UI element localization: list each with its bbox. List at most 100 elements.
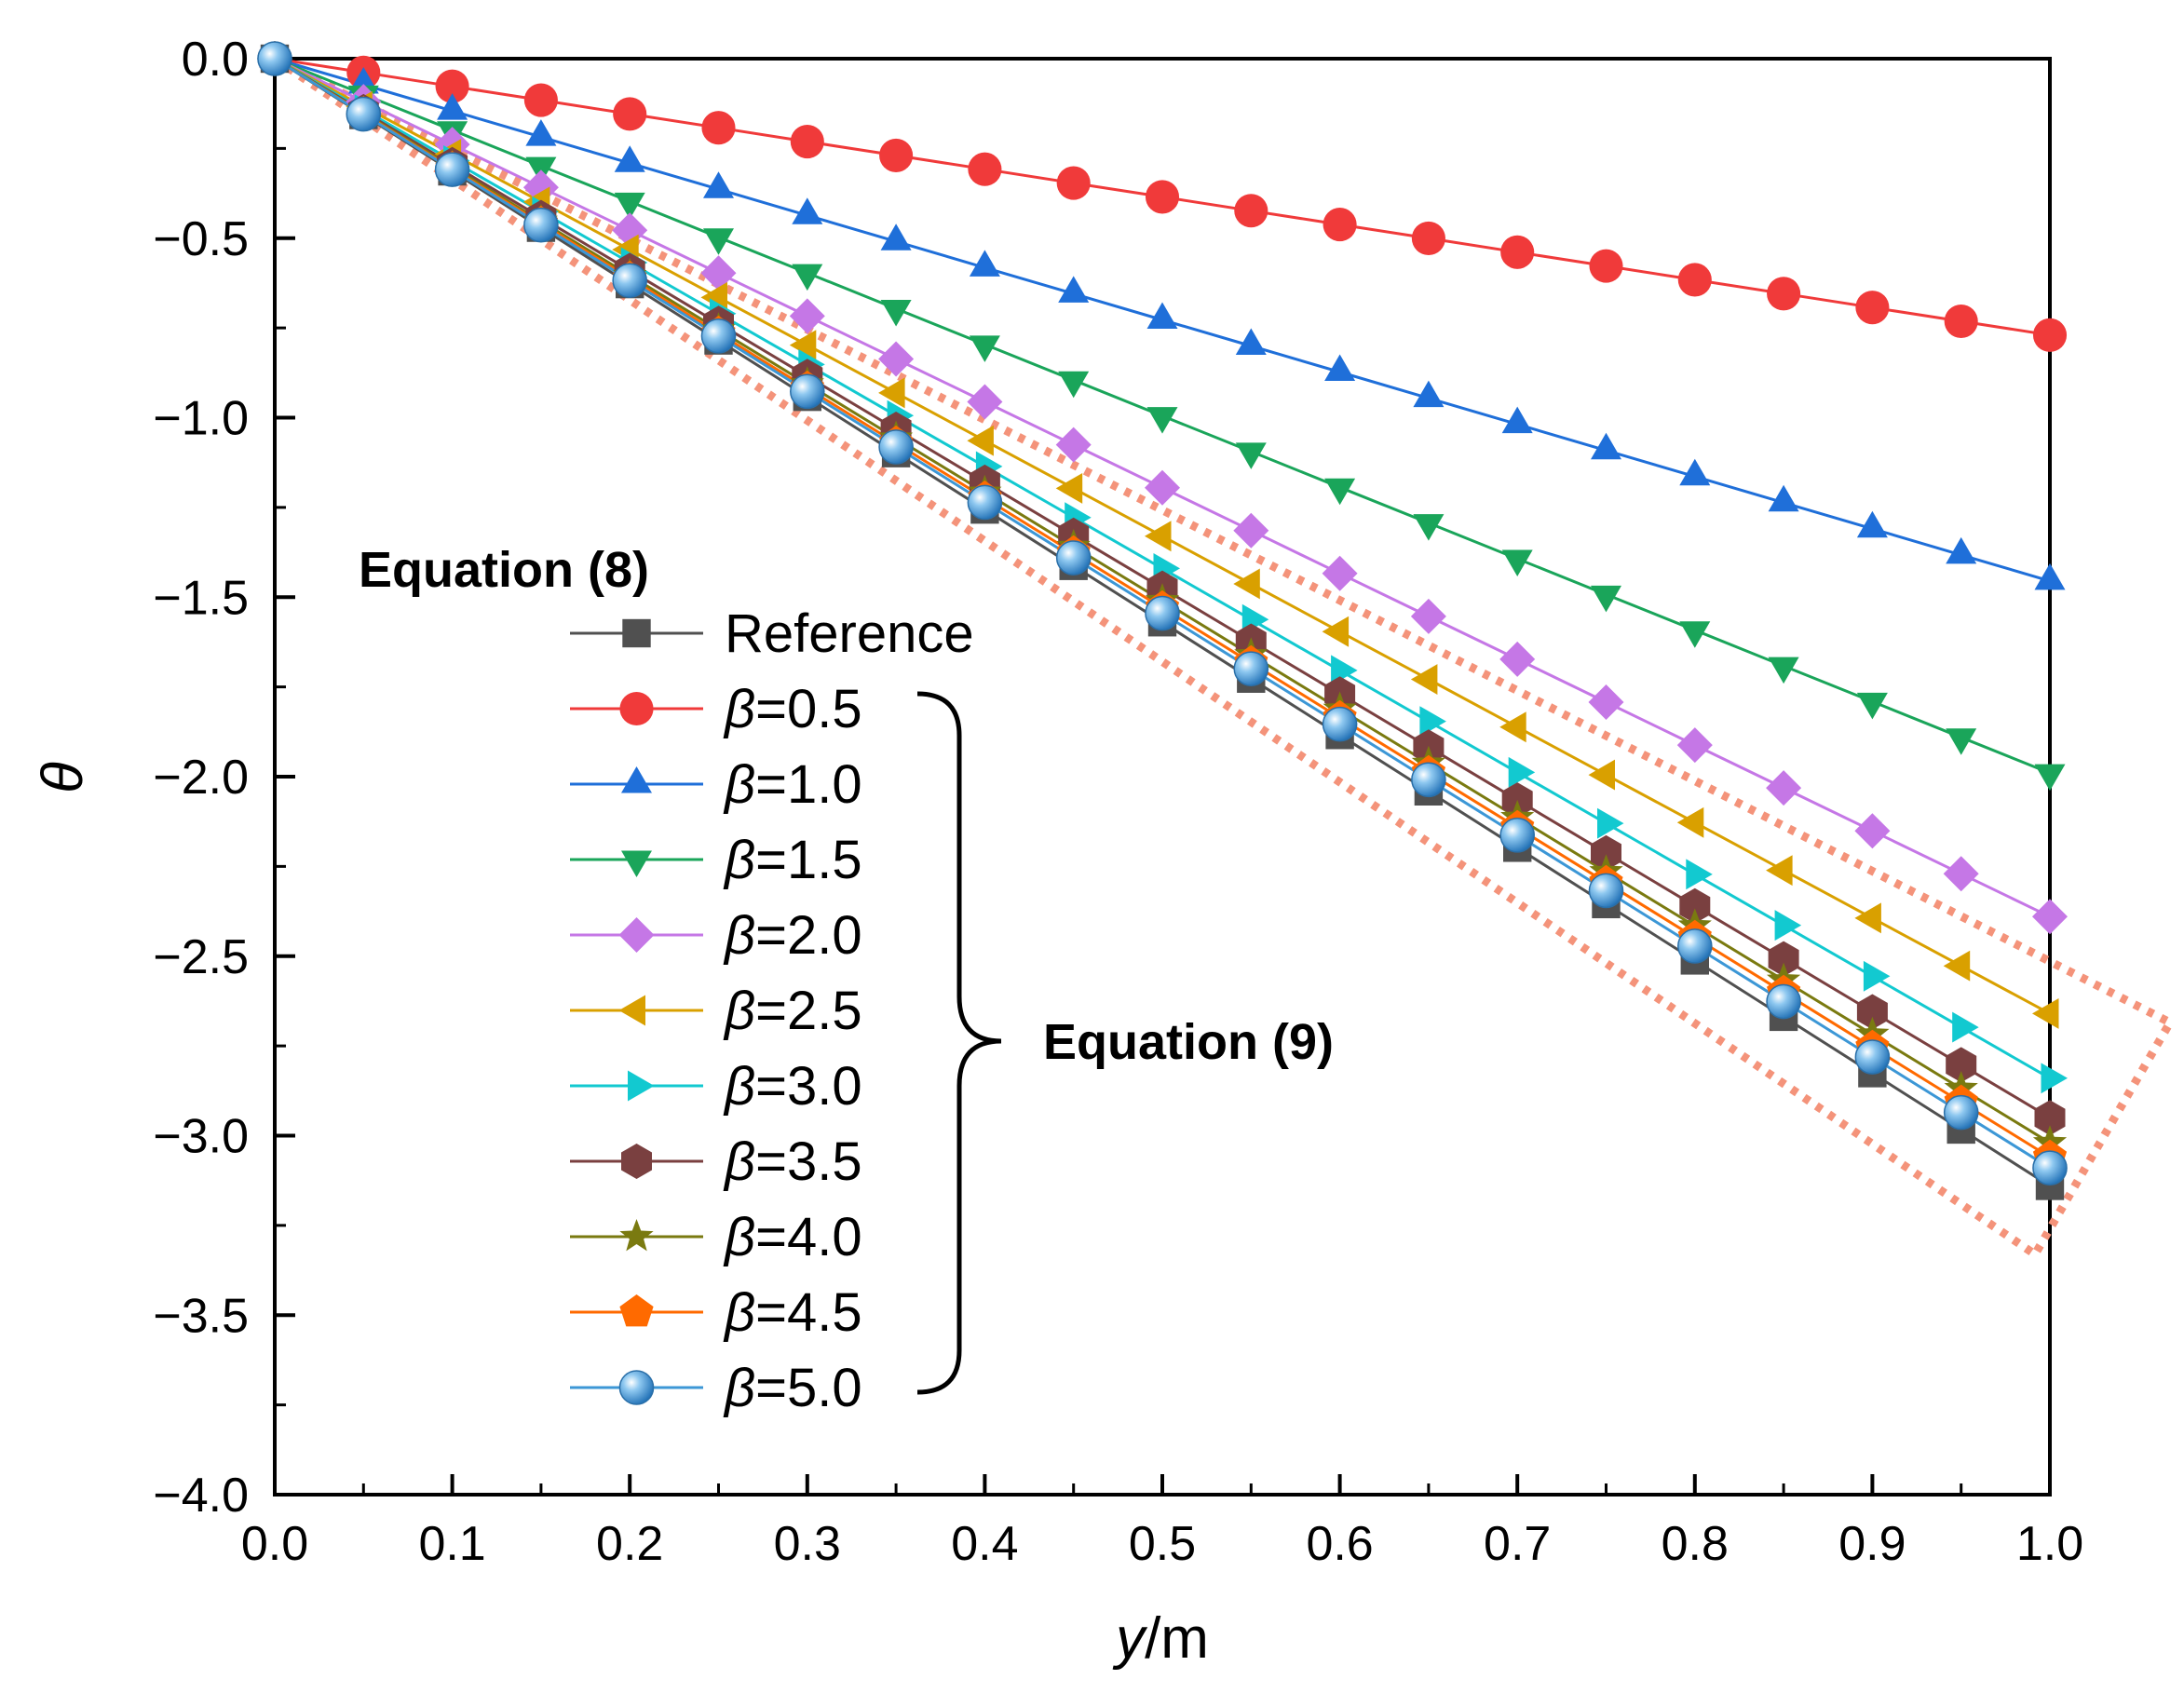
- data-point: [2034, 1100, 2066, 1136]
- data-point: [1588, 873, 1624, 909]
- legend-beta-value: =3.0: [755, 1056, 862, 1117]
- y-axis-title: θ: [31, 762, 95, 793]
- legend-marker: [628, 1070, 655, 1102]
- legend-beta-symbol: β: [723, 679, 755, 739]
- legend-label: β=5.0: [723, 1358, 862, 1418]
- y-tick-label: −3.5: [153, 1289, 249, 1343]
- legend-marker: [621, 766, 652, 793]
- x-axis-title: y/m: [1112, 1606, 1209, 1671]
- legend-beta-symbol: β: [723, 754, 755, 815]
- data-point: [1322, 706, 1358, 742]
- data-point: [346, 96, 382, 132]
- data-point: [880, 300, 912, 327]
- data-point: [1768, 941, 1799, 977]
- data-point: [523, 83, 558, 117]
- legend-marker: [618, 1370, 655, 1405]
- data-point: [1679, 621, 1711, 648]
- data-point: [614, 192, 645, 220]
- legend-label: β=0.5: [723, 679, 862, 739]
- data-point: [1500, 235, 1535, 269]
- data-point: [1411, 762, 1446, 798]
- data-point: [1856, 510, 1888, 538]
- data-point: [1768, 484, 1799, 512]
- legend-beta-value: =0.5: [755, 679, 862, 739]
- data-point: [1508, 756, 1536, 788]
- legend-label: β=3.5: [723, 1131, 862, 1192]
- legend-beta-value: =3.5: [755, 1131, 862, 1192]
- data-point: [614, 145, 645, 172]
- y-tick-label: −1.0: [153, 392, 249, 446]
- highlight-outline: [272, 54, 2177, 1261]
- data-point: [1233, 512, 1269, 549]
- data-point: [1597, 807, 1624, 839]
- data-point: [1944, 304, 1978, 339]
- data-point: [1056, 166, 1091, 200]
- y-tick-label: −3.0: [153, 1110, 249, 1164]
- data-point: [1058, 371, 1090, 399]
- x-tick-label: 1.0: [2016, 1517, 2083, 1571]
- legend-marker: [618, 995, 645, 1026]
- legend-beta-value: =1.5: [755, 830, 862, 890]
- x-tick-label: 0.2: [596, 1517, 663, 1571]
- x-tick-label: 0.3: [774, 1517, 841, 1571]
- data-point: [1499, 711, 1526, 743]
- data-point: [1235, 442, 1267, 469]
- legend-label: β=2.5: [723, 981, 862, 1041]
- data-point: [1676, 727, 1713, 764]
- data-point: [523, 207, 559, 243]
- data-point: [612, 263, 648, 299]
- x-tick-label: 0.8: [1662, 1517, 1729, 1571]
- data-point: [1058, 276, 1090, 303]
- data-point: [1146, 407, 1178, 434]
- data-point: [1946, 536, 1977, 564]
- data-point: [1686, 859, 1713, 890]
- legend-label: β=4.5: [723, 1282, 862, 1343]
- data-point: [967, 484, 1003, 521]
- legend-beta-value: =1.0: [755, 754, 862, 815]
- legend-marker: [621, 850, 652, 877]
- legend-beta-symbol: β: [723, 1207, 755, 1267]
- data-point: [1766, 855, 1793, 887]
- data-point: [1499, 818, 1535, 853]
- data-point: [1588, 759, 1615, 791]
- data-point: [2032, 1150, 2068, 1185]
- data-point: [1766, 770, 1802, 806]
- data-point: [1322, 555, 1358, 591]
- legend: Referenceβ=0.5β=1.0β=1.5β=2.0β=2.5β=3.0β…: [570, 603, 974, 1418]
- data-point: [1952, 1011, 1979, 1043]
- data-point: [1146, 302, 1178, 329]
- data-point: [1501, 549, 1533, 576]
- y-tick-label: −2.0: [153, 751, 249, 805]
- legend-header-main: Equation (8): [359, 542, 649, 598]
- data-point: [2034, 562, 2066, 590]
- legend-beta-symbol: β: [723, 905, 755, 966]
- x-tick-label: 0.7: [1484, 1517, 1551, 1571]
- data-point: [1679, 887, 1711, 924]
- data-point: [789, 330, 817, 361]
- x-tick-label: 0.1: [418, 1517, 485, 1571]
- legend-label: β=3.0: [723, 1056, 862, 1117]
- data-point: [967, 425, 994, 456]
- data-point: [1499, 641, 1536, 677]
- data-point: [790, 125, 824, 159]
- data-point: [878, 429, 914, 465]
- legend-beta-value: =5.0: [755, 1358, 862, 1418]
- data-point: [1677, 928, 1713, 964]
- data-point: [1410, 598, 1446, 634]
- data-point: [1766, 983, 1801, 1020]
- data-point: [1413, 514, 1445, 541]
- data-point: [1413, 380, 1445, 408]
- data-point: [1854, 902, 1881, 934]
- legend-beta-symbol: β: [723, 1131, 755, 1192]
- data-point: [1145, 521, 1172, 552]
- legend-header-bracket: Equation (9): [1043, 1014, 1334, 1070]
- data-point: [1589, 249, 1623, 283]
- axis-ticks: 0.0 0.1 0.2 0.3 0.4 0.5 0.6 0.7 0.8 0.9 1.0 0.0 −0.5…: [153, 33, 2083, 1571]
- data-point: [878, 377, 905, 409]
- legend-beta-value: =4.5: [755, 1282, 862, 1343]
- data-point: [437, 93, 468, 120]
- legend-brace: [916, 691, 1002, 1395]
- data-point: [2034, 764, 2066, 792]
- data-point: [1411, 221, 1445, 255]
- legend-label: β=1.5: [723, 830, 862, 890]
